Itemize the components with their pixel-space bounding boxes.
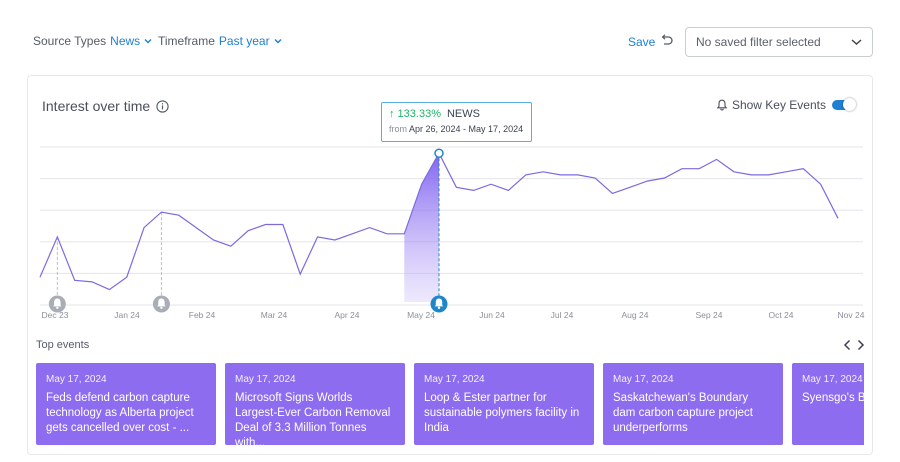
event-card[interactable]: May 17, 2024 Microsoft Signs Worlds Large…: [225, 363, 405, 445]
event-title: Syensgo's Be achieves car: [802, 392, 864, 404]
x-axis-tick-label: Dec 23: [42, 310, 69, 320]
bell-icon: [434, 298, 444, 307]
tooltip-label: NEWS: [446, 108, 480, 120]
x-axis-tick-label: Aug 24: [622, 310, 649, 320]
event-title: Microsoft Signs Worlds Largest-Ever Carb…: [235, 392, 391, 445]
filter-bar: Source Types News Timeframe Past year Sa…: [0, 0, 900, 76]
card-title-text: Interest over time: [42, 98, 151, 114]
bell-clapper: [56, 306, 59, 309]
chevron-down-icon: [144, 39, 152, 44]
x-axis-tick-label: Apr 24: [334, 310, 359, 320]
bell-icon: [53, 298, 62, 307]
x-axis-tick-label: Jul 24: [551, 310, 574, 320]
event-date: May 17, 2024: [235, 374, 296, 385]
tooltip-from-label: from: [389, 124, 407, 134]
highlight-point: [434, 148, 444, 158]
next-arrow-icon[interactable]: [856, 338, 866, 352]
x-axis-tick-label: Oct 24: [768, 310, 793, 320]
x-axis-tick-label: Jun 24: [479, 310, 505, 320]
x-axis-tick-label: Jan 24: [114, 310, 140, 320]
key-events-label: Show Key Events: [731, 98, 826, 112]
event-card[interactable]: May 17, 2024 Syensgo's Be achieves car: [792, 363, 864, 445]
tooltip-change: ↑ 133.33%: [389, 108, 441, 120]
saved-filter-value: No saved filter selected: [696, 35, 821, 49]
chart-tooltip: ↑ 133.33% NEWS from Apr 26, 2024 - May 1…: [381, 102, 532, 142]
tooltip-range: Apr 26, 2024 - May 17, 2024: [409, 124, 524, 134]
bell-icon: [157, 298, 166, 307]
key-events-toggle[interactable]: [832, 98, 856, 111]
highlight-area: [404, 153, 439, 302]
event-date: May 17, 2024: [613, 374, 674, 385]
event-date: May 17, 2024: [424, 374, 485, 385]
source-types-dropdown[interactable]: Source Types News: [33, 34, 152, 48]
event-card[interactable]: May 17, 2024 Saskatchewan's Boundary dam …: [603, 363, 783, 445]
source-types-value: News: [110, 34, 141, 48]
key-events-control: Show Key Events: [716, 98, 856, 112]
bell-clapper: [160, 306, 163, 309]
event-title: Feds defend carbon capture technology as…: [46, 392, 194, 434]
x-axis-tick-label: Mar 24: [261, 310, 288, 320]
info-icon[interactable]: [156, 99, 169, 113]
top-events-list: May 17, 2024 Feds defend carbon capture t…: [36, 363, 864, 445]
save-button[interactable]: Save: [628, 35, 656, 49]
x-axis-tick-label: Feb 24: [189, 310, 216, 320]
event-title: Loop & Ester partner for sustainable pol…: [424, 392, 580, 434]
x-axis-tick-label: Sep 24: [696, 310, 723, 320]
saved-filter-select[interactable]: No saved filter selected: [685, 27, 873, 57]
event-card[interactable]: May 17, 2024 Loop & Ester partner for sus…: [414, 363, 594, 445]
top-events-heading: Top events: [36, 339, 90, 351]
event-date: May 17, 2024: [802, 374, 863, 385]
event-title: Saskatchewan's Boundary dam carbon captu…: [613, 392, 753, 434]
timeframe-value: Past year: [218, 34, 270, 48]
event-date: May 17, 2024: [46, 374, 107, 385]
event-card[interactable]: May 17, 2024 Feds defend carbon capture t…: [36, 363, 216, 445]
bell-clapper: [437, 306, 441, 309]
timeframe-dropdown[interactable]: Timeframe Past year: [158, 34, 282, 48]
undo-icon[interactable]: [660, 33, 674, 47]
chevron-down-icon: [274, 39, 282, 44]
card-title: Interest over time: [42, 98, 169, 114]
timeframe-label: Timeframe: [158, 34, 215, 48]
events-nav: [842, 338, 866, 352]
prev-arrow-icon[interactable]: [842, 338, 852, 352]
bell-icon: [716, 99, 728, 111]
x-axis-tick-label: Nov 24: [838, 310, 865, 320]
chevron-down-icon: [851, 39, 862, 46]
source-types-label: Source Types: [33, 34, 107, 48]
x-axis-tick-label: May 24: [407, 310, 435, 320]
